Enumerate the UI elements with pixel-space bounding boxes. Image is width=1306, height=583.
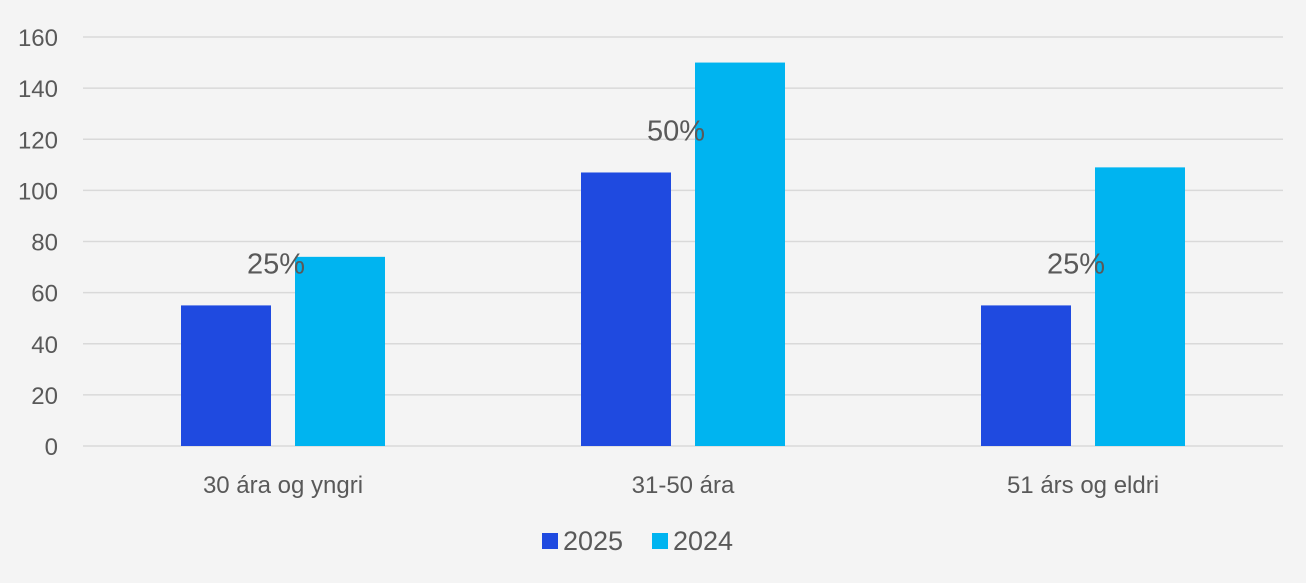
data-label: 50% xyxy=(647,115,705,147)
y-tick-label: 0 xyxy=(45,434,58,461)
y-tick-label: 140 xyxy=(18,76,58,103)
y-tick-label: 40 xyxy=(31,332,58,359)
x-tick-label: 31-50 ára xyxy=(632,472,735,499)
bar-2025-0 xyxy=(181,305,271,446)
x-tick-label: 51 árs og eldri xyxy=(1007,472,1159,499)
legend-swatch-2025 xyxy=(542,533,558,549)
legend: 2025 2024 xyxy=(542,526,733,556)
x-axis-ticks: 30 ára og yngri 31-50 ára 51 árs og eldri xyxy=(203,472,1159,499)
legend-swatch-2024 xyxy=(652,533,668,549)
gridlines xyxy=(83,36,1283,447)
y-tick-label: 80 xyxy=(31,230,58,257)
y-tick-label: 20 xyxy=(31,383,58,410)
legend-label: 2024 xyxy=(673,526,733,556)
data-labels: 25% 50% 25% xyxy=(247,115,1105,280)
y-tick-label: 120 xyxy=(18,127,58,154)
bars xyxy=(181,62,1185,446)
bar-2025-1 xyxy=(581,172,671,446)
bar-2024-1 xyxy=(695,62,785,446)
y-tick-label: 60 xyxy=(31,281,58,308)
x-tick-label: 30 ára og yngri xyxy=(203,472,363,499)
bar-2024-0 xyxy=(295,256,385,446)
y-tick-label: 160 xyxy=(18,25,58,52)
y-axis-ticks: 0 20 40 60 80 100 120 140 160 xyxy=(18,25,58,461)
y-tick-label: 100 xyxy=(18,178,58,205)
bar-2025-2 xyxy=(981,305,1071,446)
data-label: 25% xyxy=(1047,248,1105,280)
legend-label: 2025 xyxy=(563,526,623,556)
bar-2024-2 xyxy=(1095,167,1185,446)
data-label: 25% xyxy=(247,248,305,280)
